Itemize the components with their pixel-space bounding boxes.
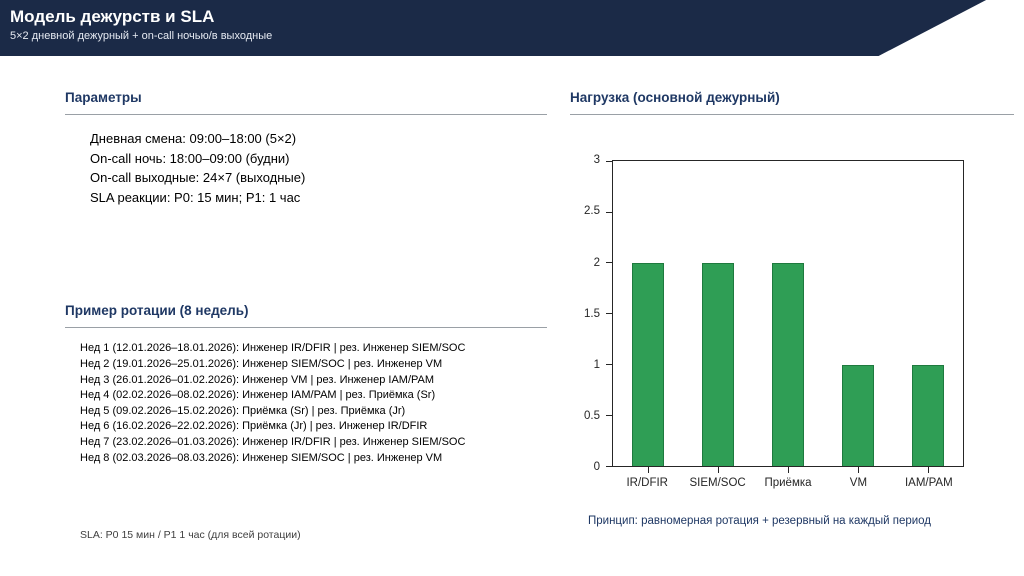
- bar-slot: [753, 161, 823, 467]
- slide-subtitle: 5×2 дневной дежурный + on-call ночью/в в…: [10, 30, 273, 43]
- y-axis-labels: 3 2.5 2 1.5 1 0.5 0: [570, 154, 612, 473]
- y-tick-label: 3: [593, 154, 600, 167]
- x-tick-mark: [717, 467, 719, 474]
- left-column: Параметры Дневная смена: 09:00–18:00 (5×…: [65, 90, 547, 466]
- rotation-line: Нед 2 (19.01.2026–25.01.2026): Инженер S…: [80, 357, 443, 370]
- x-tick-mark: [647, 467, 649, 474]
- slide-header: Модель дежурств и SLA 5×2 дневной дежурн…: [0, 0, 987, 56]
- y-tick-label: 2: [593, 256, 600, 269]
- load-bar-chart: 3 2.5 2 1.5 1 0.5 0 IR/DFIR SIEM/SOC Приёмка VM IA…: [570, 154, 1014, 489]
- y-tick-mark: [606, 364, 612, 366]
- bar-vm: [841, 364, 875, 467]
- bar-slot: [893, 161, 963, 467]
- bar-slot: [613, 161, 683, 467]
- y-tick-label: 1.5: [584, 307, 600, 320]
- y-tick-mark: [606, 211, 612, 213]
- bar-iam-pam: [911, 364, 945, 467]
- load-divider: [570, 114, 1014, 116]
- parameter-line: SLA реакции: P0: 15 мин; P1: 1 час: [90, 189, 301, 205]
- parameter-line: On-call ночь: 18:00–09:00 (будни): [90, 150, 290, 166]
- bar-siem-soc: [701, 262, 735, 467]
- y-tick-mark: [606, 313, 612, 315]
- y-tick-mark: [606, 262, 612, 264]
- bar-plot: [606, 160, 964, 474]
- slide-title: Модель дежурств и SLA: [10, 7, 215, 26]
- parameter-line: Дневная смена: 09:00–18:00 (5×2): [90, 131, 297, 147]
- x-tick-mark: [927, 467, 929, 474]
- y-tick-mark: [606, 160, 612, 162]
- y-tick-label: 1: [593, 358, 600, 371]
- bar-ir-dfir: [631, 262, 665, 467]
- y-tick-label: 2.5: [584, 205, 600, 218]
- x-tick-mark: [857, 467, 859, 474]
- bar-приёмка: [771, 262, 805, 467]
- y-tick-mark: [606, 465, 612, 467]
- x-tick-mark: [787, 467, 789, 474]
- rotation-line: Нед 3 (26.01.2026–01.02.2026): Инженер V…: [80, 373, 435, 386]
- rotation-divider: [65, 327, 547, 329]
- chart-caption: Принцип: равномерная ротация + резервный…: [588, 515, 932, 528]
- y-tick-mark: [606, 414, 612, 416]
- rotation-line: Нед 7 (23.02.2026–01.03.2026): Инженер I…: [80, 435, 466, 448]
- right-column: Нагрузка (основной дежурный) 3 2.5 2 1.5 1 0.…: [570, 90, 1014, 527]
- x-tick-label: IR/DFIR: [626, 477, 668, 490]
- parameters-list: Дневная смена: 09:00–18:00 (5×2) On-call…: [90, 129, 547, 207]
- y-tick-label: 0.5: [584, 410, 600, 423]
- rotation-list: Нед 1 (12.01.2026–18.01.2026): Инженер I…: [80, 341, 547, 466]
- parameters-heading: Параметры: [65, 90, 142, 105]
- bar-slot: [683, 161, 753, 467]
- x-tick-label: VM: [849, 477, 868, 490]
- rotation-heading: Пример ротации (8 недель): [65, 303, 249, 319]
- parameter-line: On-call выходные: 24×7 (выходные): [90, 170, 306, 186]
- rotation-line: Нед 4 (02.02.2026–08.02.2026): Инженер I…: [80, 389, 436, 402]
- bar-slot: [823, 161, 893, 467]
- rotation-line: Нед 5 (09.02.2026–15.02.2026): Приёмка (…: [80, 404, 406, 417]
- x-tick-label: Приёмка: [764, 477, 812, 490]
- x-tick-label: SIEM/SOC: [689, 477, 746, 490]
- bars: [613, 161, 963, 467]
- rotation-line: Нед 1 (12.01.2026–18.01.2026): Инженер I…: [80, 342, 466, 355]
- sla-footnote: SLA: P0 15 мин / P1 1 час (для всей рота…: [80, 529, 301, 541]
- x-axis-labels: IR/DFIR SIEM/SOC Приёмка VM IAM/PAM: [612, 477, 964, 489]
- x-tick-label: IAM/PAM: [904, 477, 953, 490]
- load-heading: Нагрузка (основной дежурный): [570, 90, 780, 105]
- parameters-divider: [65, 114, 547, 116]
- rotation-line: Нед 6 (16.02.2026–22.02.2026): Приёмка (…: [80, 420, 428, 433]
- y-tick-label: 0: [593, 461, 600, 474]
- rotation-line: Нед 8 (02.03.2026–08.03.2026): Инженер S…: [80, 451, 443, 464]
